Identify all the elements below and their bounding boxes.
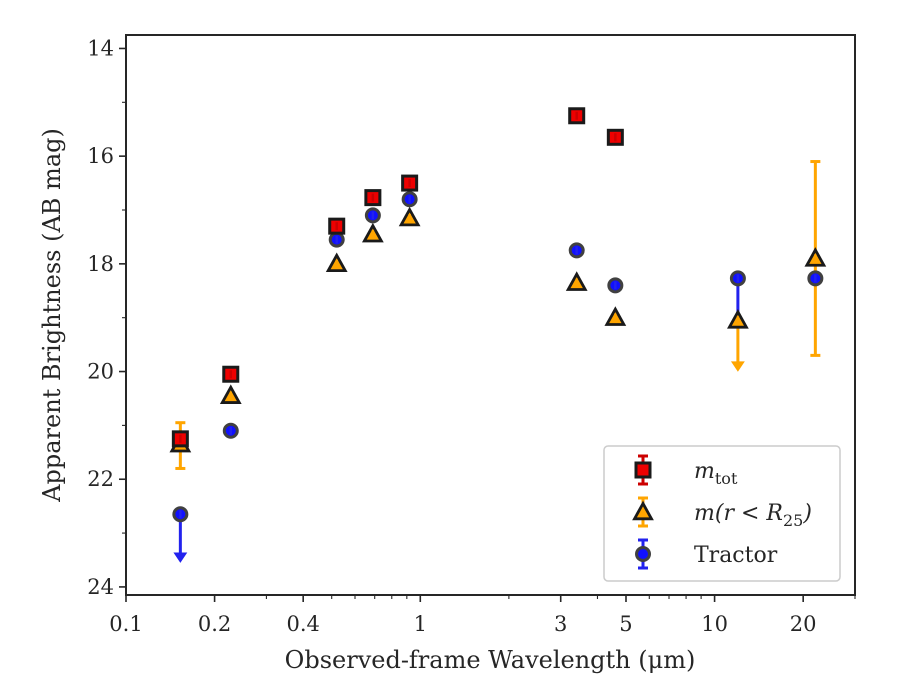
x-tick-label-4: 3	[554, 612, 567, 636]
legend-label-2: Tractor	[694, 543, 778, 568]
legend-marker-square	[634, 461, 652, 479]
axis-ticks: 0.1 0.2 0.4 1 3 5 10 20 14 16 18 20 22 24	[87, 36, 856, 636]
legend-label-0: mtot	[694, 459, 738, 488]
x-tick-label-0: 0.1	[109, 612, 142, 636]
x-tick-label-2: 0.4	[286, 612, 319, 636]
upper-limit-2-0-arrow	[173, 552, 188, 563]
x-tick-label-6: 10	[701, 612, 728, 636]
legend-label-1: m(r < R25)	[694, 501, 812, 530]
x-tick-label-3: 1	[414, 612, 427, 636]
plot-frame	[125, 34, 856, 596]
legend-box	[603, 445, 841, 582]
x-tick-label-1: 0.2	[198, 612, 231, 636]
x-tick-label-5: 5	[619, 612, 632, 636]
legend-marker-triangle	[632, 500, 654, 521]
x-tick-label-7: 20	[790, 612, 817, 636]
legend-marker-circle	[635, 546, 651, 562]
y-tick-label-1: 16	[87, 144, 114, 168]
y-tick-label-4: 22	[87, 467, 114, 491]
plot-marks	[169, 107, 827, 563]
y-axis-label: Apparent Brightness (AB mag)	[38, 128, 66, 503]
y-tick-label-0: 14	[87, 36, 114, 60]
upper-limit-1-7-arrow	[730, 361, 745, 372]
x-axis-label: Observed-frame Wavelength (μm)	[285, 646, 696, 674]
y-tick-label-5: 24	[87, 575, 114, 599]
y-tick-label-2: 18	[87, 252, 114, 276]
legend: mtot m(r < R25) Tractor	[603, 445, 841, 582]
y-tick-label-3: 20	[87, 360, 114, 384]
